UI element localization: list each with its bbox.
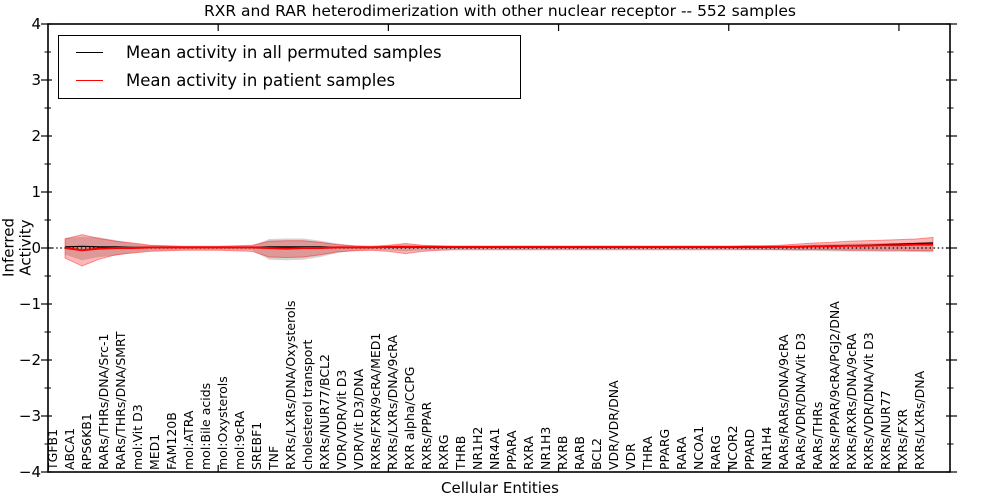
x-category-label: RARs/RARs/DNA/9cRA [776,334,792,470]
x-category-label: RXRs/RXRs/DNA/9cRA [844,333,860,470]
x-category-label: RXRs/LXRs/DNA/9cRA [384,335,400,470]
x-category-label: RXRs/VDR/DNA/Vit D3 [861,332,877,470]
x-category-label: RXRs/FXR [895,408,911,470]
x-category-label: RARA [674,436,690,470]
x-category-label: VDR [623,443,639,470]
legend-item-permuted: Mean activity in all permuted samples [59,38,520,66]
x-category-label: TNF [265,445,281,470]
legend-label-patient: Mean activity in patient samples [126,70,396,90]
x-category-label: RXRs/PPAR/9cRA/PGJ2/DNA [827,301,843,470]
x-category-label: RARG [708,434,724,470]
y-tick-label: −4 [18,463,41,481]
y-tick-label: −3 [18,407,41,425]
x-category-label: RXRs/NUR77 [878,390,894,470]
x-category-label: NCOA1 [691,425,707,470]
x-category-label: THRB [452,435,468,470]
y-tick-label: 4 [31,15,41,33]
x-category-label: RARs/THRs [810,401,826,470]
chart-title: RXR and RAR heterodimerization with othe… [203,2,797,20]
x-category-label: cholesterol transport [299,339,315,470]
x-category-label: RARs/THRs/DNA/SMRT [112,331,128,470]
x-category-label: RXRA [521,436,537,470]
x-category-label: PPARA [504,430,520,470]
patient-line-swatch [76,79,103,81]
x-category-label: RXRs/PPAR [418,401,434,470]
x-category-label: RXRG [435,434,451,470]
x-category-label: mol:9cRA [231,410,247,470]
y-tick-label: 1 [31,183,41,201]
x-category-label: RPS6KB1 [78,413,94,470]
x-category-label: RXR alpha/CCPG [401,366,417,470]
x-category-label: RXRs/NUR77/BCL2 [316,354,332,470]
x-category-label: mol:Vit D3 [129,404,145,470]
x-category-label: RXRs/FXR/9cRA/MED1 [367,332,383,470]
y-tick-label: −2 [18,351,41,369]
x-category-label: mol:Bile acids [197,382,213,470]
x-category-label: mol:Oxysterols [214,376,230,470]
permuted-line-swatch [76,51,103,53]
x-category-label: RXRs/LXRs/DNA/Oxysterols [282,300,298,470]
legend: Mean activity in all permuted samples Me… [58,35,521,99]
y-tick-label: 2 [31,127,41,145]
x-category-label: FAM120B [163,412,179,470]
x-category-label: MED1 [146,433,162,470]
x-category-label: NR1H2 [469,426,485,470]
x-category-label: RXRs/LXRs/DNA [912,370,928,470]
x-category-label: mol:ATRA [180,410,196,470]
x-category-label: VDR/VDR/Vit D3 [333,369,349,470]
x-category-label: SREBF1 [248,421,264,470]
x-category-label: VDR/VDR/DNA [606,380,622,470]
plot-frame [47,23,951,473]
x-category-label: RARs/VDR/DNA/Vit D3 [793,332,809,470]
x-category-label: ABCA1 [61,427,77,470]
x-category-label: NR1H4 [759,426,775,470]
legend-item-patient: Mean activity in patient samples [59,66,520,94]
legend-label-permuted: Mean activity in all permuted samples [126,42,442,62]
patient-band [64,234,934,267]
x-category-label: TGFB1 [44,428,60,470]
x-category-label: NCOR2 [725,425,741,470]
y-tick-label: −1 [18,295,41,313]
y-tick-label: 3 [31,71,41,89]
x-category-label: PPARG [657,428,673,470]
y-tick-label: 0 [31,239,41,257]
x-category-label: NR1H3 [538,426,554,470]
x-axis-label: Cellular Entities [441,479,559,497]
x-category-label: RARs/THRs/DNA/Src-1 [95,333,111,470]
x-category-label: RARB [572,436,588,470]
x-category-label: THRA [640,436,656,470]
x-category-label: PPARD [742,428,758,470]
x-category-label: NR4A1 [487,427,502,471]
x-category-label: VDR/Vit D3/DNA [350,368,366,470]
patient-mean-line [64,243,933,252]
x-category-label: RXRB [555,435,571,470]
x-category-label: BCL2 [589,437,605,470]
